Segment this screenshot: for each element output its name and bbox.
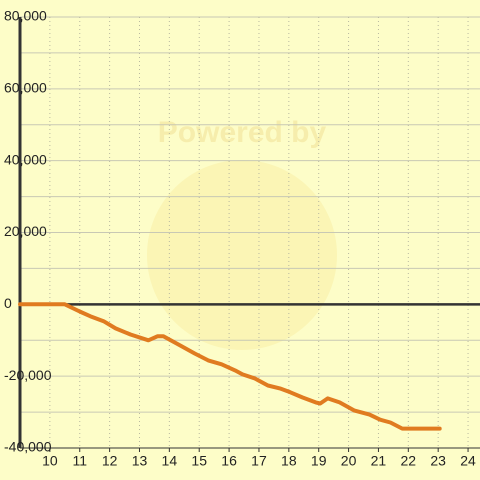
x-tick-label: 14 [162,453,178,469]
x-tick-label: 18 [281,453,297,469]
x-tick-label: 22 [401,453,417,469]
x-tick-label: 16 [221,453,237,469]
x-tick-label: 20 [341,453,357,469]
y-tick-label: 20,000 [4,223,47,239]
y-tick-label: -40,000 [4,439,52,455]
watermark-logo [147,160,337,350]
x-tick-label: 24 [460,453,476,469]
x-tick-label: 11 [72,453,87,469]
y-tick-label: -20,000 [4,367,52,383]
x-tick-label: 17 [251,453,267,469]
x-tick-label: 23 [430,453,446,469]
x-tick-label: 10 [42,453,58,469]
y-tick-label: 40,000 [4,151,47,167]
y-tick-label: 60,000 [4,80,47,96]
x-tick-label: 15 [191,453,207,469]
watermark: Powered by [158,116,327,149]
y-tick-label: 80,000 [4,8,47,24]
x-tick-label: 19 [311,453,327,469]
x-tick-label: 12 [102,453,118,469]
y-tick-label: 0 [4,295,12,311]
x-tick-label: 21 [371,453,387,469]
data-line [18,302,442,431]
x-tick-label: 13 [132,453,148,469]
